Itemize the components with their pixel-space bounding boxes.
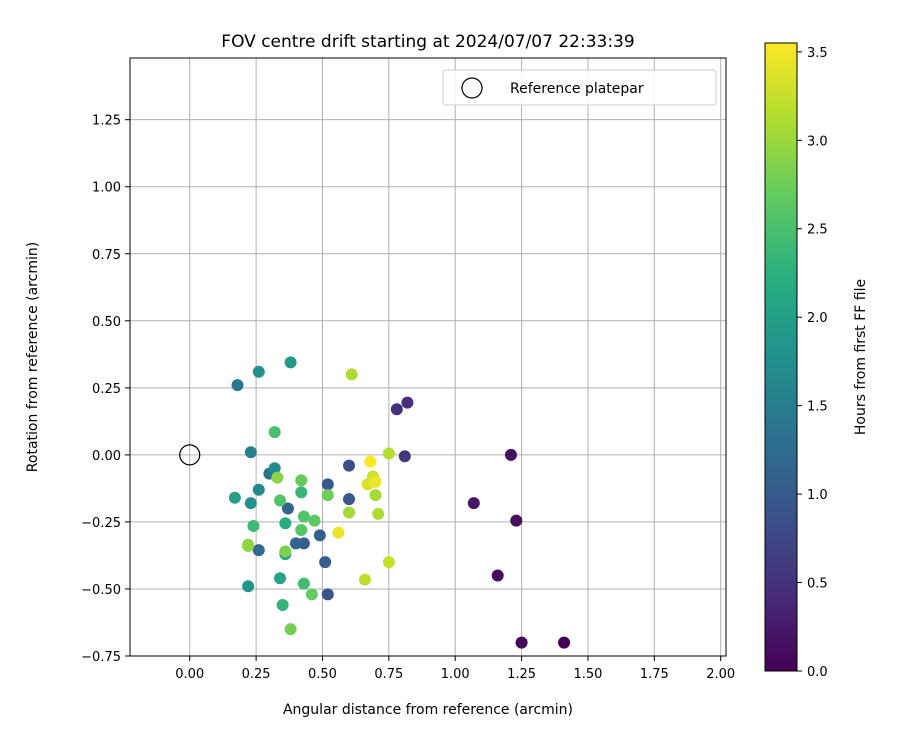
data-point <box>297 510 310 523</box>
data-point <box>313 529 326 542</box>
legend-box <box>442 69 717 106</box>
data-point <box>504 448 517 461</box>
data-point <box>247 519 260 532</box>
grid-lines <box>130 58 726 657</box>
colorbar-tick-label: 2.5 <box>807 223 828 238</box>
data-point <box>244 497 257 510</box>
x-axis-ticks: 0.00 0.25 0.50 0.75 1.00 1.25 1.50 1.75 2.00 <box>175 656 735 682</box>
reference-marker-group <box>179 444 201 466</box>
data-point <box>305 588 318 601</box>
y-tick-label: −0.25 <box>81 516 121 531</box>
x-tick-label: 1.75 <box>640 667 669 682</box>
data-point <box>295 486 308 499</box>
x-tick-label: 1.25 <box>507 667 536 682</box>
data-point <box>398 450 411 463</box>
legend-marker-reference <box>461 77 483 99</box>
data-point <box>491 569 504 582</box>
data-point <box>244 446 257 459</box>
data-point <box>252 483 265 496</box>
data-point <box>279 545 292 558</box>
colorbar-tick-label: 2.0 <box>807 311 828 326</box>
data-point <box>281 502 294 515</box>
x-tick-label: 1.00 <box>441 667 470 682</box>
x-tick-label: 0.25 <box>242 667 271 682</box>
data-point <box>268 426 281 439</box>
data-point <box>343 506 356 519</box>
data-point <box>279 517 292 530</box>
data-point <box>273 572 286 585</box>
data-point <box>364 455 377 468</box>
y-axis-label: Rotation from reference (arcmin) <box>25 242 41 472</box>
colorbar <box>764 42 798 672</box>
data-point <box>268 462 281 475</box>
colorbar-tick-label: 0.5 <box>807 577 828 592</box>
data-point <box>271 471 284 484</box>
data-point <box>558 636 571 649</box>
data-point <box>319 556 332 569</box>
data-point <box>289 537 302 550</box>
y-tick-label: −0.75 <box>81 650 121 665</box>
data-points <box>228 356 571 649</box>
data-point <box>321 489 334 502</box>
data-point <box>276 599 289 612</box>
data-point <box>510 514 523 527</box>
x-tick-label: 0.50 <box>308 667 337 682</box>
data-point <box>228 491 241 504</box>
plot-frame <box>129 57 727 657</box>
data-point <box>369 489 382 502</box>
colorbar-tick-label: 3.0 <box>807 134 828 149</box>
data-point <box>308 514 321 527</box>
data-point <box>372 507 385 520</box>
data-point <box>343 493 356 506</box>
colorbar-tick-label: 1.0 <box>807 488 828 503</box>
y-tick-label: 0.25 <box>92 382 121 397</box>
y-tick-label: 1.00 <box>92 181 121 196</box>
y-tick-label: −0.50 <box>81 583 121 598</box>
data-point <box>231 379 244 392</box>
colorbar-tick-label: 0.0 <box>807 665 828 680</box>
x-tick-label: 2.00 <box>706 667 735 682</box>
data-point <box>295 474 308 487</box>
data-point <box>297 577 310 590</box>
data-point <box>345 368 358 381</box>
data-point <box>401 396 414 409</box>
colorbar-tick-label: 1.5 <box>807 400 828 415</box>
legend-label-reference: Reference platepar <box>510 81 644 97</box>
colorbar-ticks: 0.0 0.5 1.0 1.5 2.0 2.5 3.0 3.5 <box>797 46 828 680</box>
legend: Reference platepar <box>442 69 717 106</box>
data-point <box>242 580 255 593</box>
colorbar-tick-label: 3.5 <box>807 46 828 61</box>
data-point <box>390 403 403 416</box>
x-tick-label: 0.00 <box>175 667 204 682</box>
y-tick-label: 1.25 <box>92 114 121 129</box>
data-point <box>252 365 265 378</box>
chart-title: FOV centre drift starting at 2024/07/07 … <box>221 32 634 52</box>
reference-platepar-marker <box>179 444 201 466</box>
data-point <box>382 447 395 460</box>
data-point <box>252 544 265 557</box>
x-axis-label: Angular distance from reference (arcmin) <box>283 702 573 718</box>
data-point <box>295 523 308 536</box>
x-tick-label: 1.50 <box>573 667 602 682</box>
y-tick-label: 0.75 <box>92 248 121 263</box>
y-tick-label: 0.00 <box>92 449 121 464</box>
data-point <box>467 497 480 510</box>
colorbar-label: Hours from first FF file <box>853 279 869 435</box>
data-point <box>284 356 297 369</box>
y-tick-label: 0.50 <box>92 315 121 330</box>
data-point <box>273 494 286 507</box>
data-point <box>284 623 297 636</box>
x-tick-label: 0.75 <box>374 667 403 682</box>
data-point <box>332 526 345 539</box>
data-point <box>382 556 395 569</box>
data-point <box>358 573 371 586</box>
data-point <box>321 478 334 491</box>
data-point <box>515 636 528 649</box>
data-point <box>242 540 255 553</box>
y-axis-ticks: −0.75 −0.50 −0.25 0.00 0.25 0.50 0.75 1.00 1.25 <box>81 114 130 665</box>
data-point <box>369 475 382 488</box>
data-point <box>343 459 356 472</box>
data-point <box>321 588 334 601</box>
